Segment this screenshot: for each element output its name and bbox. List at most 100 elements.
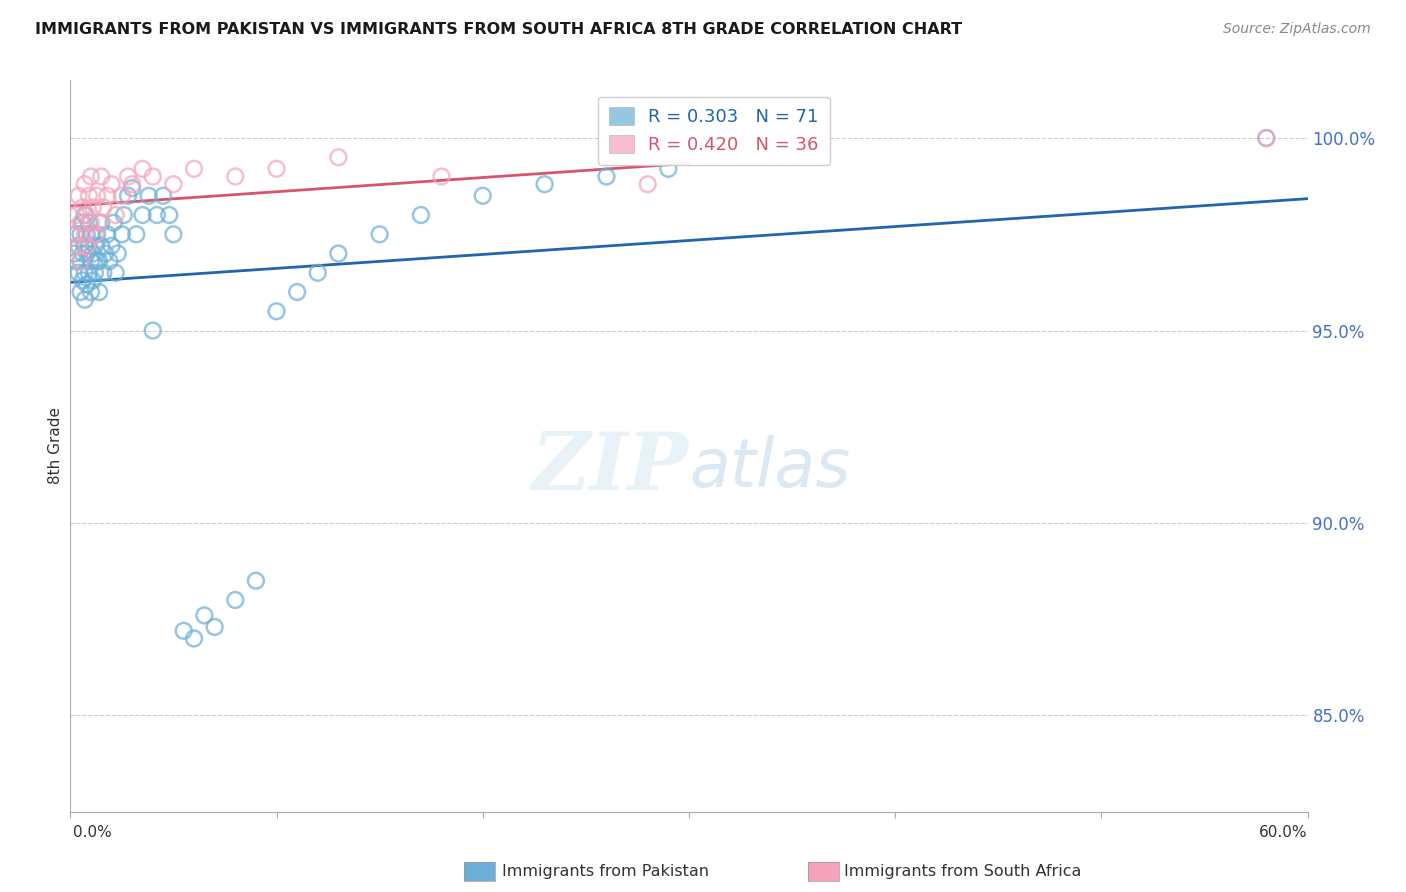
Text: Source: ZipAtlas.com: Source: ZipAtlas.com bbox=[1223, 22, 1371, 37]
Point bbox=[107, 246, 129, 260]
Point bbox=[76, 277, 98, 292]
Point bbox=[117, 169, 139, 184]
Point bbox=[76, 208, 98, 222]
Point bbox=[430, 169, 453, 184]
Point bbox=[86, 227, 108, 242]
Point bbox=[657, 161, 679, 176]
Text: Immigrants from Pakistan: Immigrants from Pakistan bbox=[502, 864, 709, 879]
Point bbox=[72, 273, 94, 287]
Point bbox=[146, 208, 169, 222]
Point bbox=[77, 239, 100, 253]
Point bbox=[80, 285, 103, 299]
Point bbox=[90, 216, 112, 230]
Point bbox=[82, 246, 104, 260]
Point bbox=[96, 188, 118, 202]
Point bbox=[89, 216, 111, 230]
Point bbox=[1256, 131, 1278, 145]
Point bbox=[65, 254, 87, 268]
Point bbox=[90, 169, 112, 184]
Point bbox=[72, 216, 94, 230]
Point bbox=[73, 239, 96, 253]
Point bbox=[94, 246, 117, 260]
Point bbox=[138, 188, 160, 202]
Point bbox=[90, 239, 112, 253]
Point bbox=[91, 200, 114, 214]
Point bbox=[69, 254, 91, 268]
Point bbox=[82, 200, 104, 214]
Point bbox=[80, 227, 103, 242]
Point bbox=[84, 266, 107, 280]
Point bbox=[69, 254, 91, 268]
Point bbox=[67, 239, 90, 253]
Point bbox=[103, 216, 125, 230]
Point bbox=[152, 188, 174, 202]
Point bbox=[86, 254, 108, 268]
Point bbox=[91, 266, 114, 280]
Point bbox=[183, 161, 205, 176]
Point bbox=[131, 161, 153, 176]
Point bbox=[183, 632, 205, 646]
Point bbox=[73, 178, 96, 192]
Point bbox=[69, 285, 91, 299]
Point bbox=[73, 266, 96, 280]
Point bbox=[84, 239, 107, 253]
Point bbox=[142, 324, 165, 338]
Text: 0.0%: 0.0% bbox=[73, 825, 112, 840]
Point bbox=[471, 188, 494, 202]
Point bbox=[104, 266, 127, 280]
Point bbox=[65, 227, 87, 242]
Point bbox=[121, 178, 143, 192]
Point bbox=[76, 246, 98, 260]
Point bbox=[117, 188, 139, 202]
Point bbox=[89, 254, 111, 268]
Point bbox=[77, 188, 100, 202]
Point bbox=[162, 227, 184, 242]
Point bbox=[111, 227, 134, 242]
Point bbox=[409, 208, 432, 222]
Point bbox=[224, 593, 246, 607]
Point bbox=[73, 208, 96, 222]
Point bbox=[162, 178, 184, 192]
Point bbox=[100, 239, 122, 253]
Text: atlas: atlas bbox=[689, 435, 851, 501]
Text: Immigrants from South Africa: Immigrants from South Africa bbox=[844, 864, 1081, 879]
Point bbox=[69, 227, 91, 242]
Point bbox=[72, 200, 94, 214]
Point bbox=[84, 227, 107, 242]
Y-axis label: 8th Grade: 8th Grade bbox=[48, 408, 63, 484]
Point bbox=[104, 208, 127, 222]
Text: ZIP: ZIP bbox=[531, 429, 689, 507]
Point bbox=[111, 188, 134, 202]
Point bbox=[67, 266, 90, 280]
Point bbox=[204, 620, 226, 634]
Point bbox=[193, 608, 215, 623]
Point bbox=[76, 239, 98, 253]
Point bbox=[121, 181, 143, 195]
Point bbox=[73, 227, 96, 242]
Point bbox=[328, 150, 350, 164]
Point bbox=[98, 254, 121, 268]
Point bbox=[63, 246, 86, 260]
Point bbox=[67, 239, 90, 253]
Point bbox=[86, 188, 108, 202]
Point bbox=[224, 169, 246, 184]
Point bbox=[96, 227, 118, 242]
Point bbox=[82, 273, 104, 287]
Text: 60.0%: 60.0% bbox=[1260, 825, 1308, 840]
Point bbox=[89, 285, 111, 299]
Point bbox=[285, 285, 308, 299]
Legend: R = 0.303   N = 71, R = 0.420   N = 36: R = 0.303 N = 71, R = 0.420 N = 36 bbox=[598, 96, 830, 165]
Point bbox=[67, 188, 90, 202]
Point bbox=[533, 178, 555, 192]
Point bbox=[69, 216, 91, 230]
Point bbox=[80, 216, 103, 230]
Point bbox=[173, 624, 195, 638]
Point bbox=[73, 293, 96, 307]
Point bbox=[80, 254, 103, 268]
Point bbox=[328, 246, 350, 260]
Point bbox=[637, 178, 659, 192]
Point bbox=[245, 574, 267, 588]
Point bbox=[65, 208, 87, 222]
Point bbox=[307, 266, 329, 280]
Point bbox=[72, 246, 94, 260]
